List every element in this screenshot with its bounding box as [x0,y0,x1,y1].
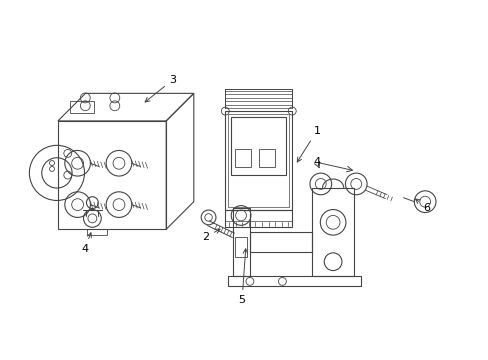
Bar [235,237,246,257]
Text: 4: 4 [313,157,320,167]
Bar [225,111,292,210]
Bar [228,114,289,207]
Text: 6: 6 [415,199,430,212]
Bar [70,101,94,113]
Bar [258,149,274,167]
Text: 3: 3 [145,75,176,102]
Text: 4: 4 [81,233,91,254]
Bar [235,149,250,167]
Text: 5: 5 [238,249,247,305]
Text: 2: 2 [202,229,220,242]
Bar [231,117,286,175]
Bar [87,229,107,235]
Text: 1: 1 [297,126,320,162]
Bar [225,210,292,227]
